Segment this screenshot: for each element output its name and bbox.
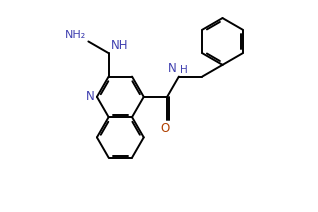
Text: NH: NH — [111, 39, 128, 52]
Text: O: O — [161, 122, 170, 135]
Text: H: H — [180, 65, 188, 75]
Text: N: N — [86, 90, 94, 103]
Text: N: N — [168, 62, 177, 75]
Text: NH₂: NH₂ — [65, 31, 86, 40]
